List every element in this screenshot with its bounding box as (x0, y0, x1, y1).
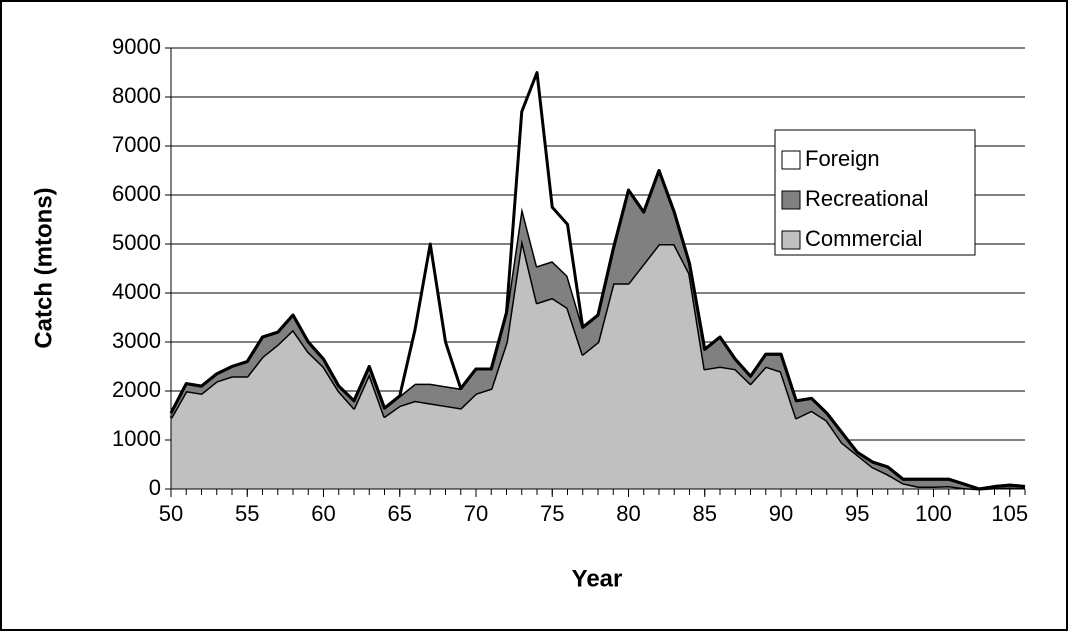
y-tick-label: 6000 (112, 181, 161, 206)
y-tick-label: 5000 (112, 230, 161, 255)
y-tick-label: 1000 (112, 426, 161, 451)
x-tick-label: 105 (991, 501, 1028, 526)
x-tick-label: 100 (915, 501, 952, 526)
x-tick-label: 55 (235, 501, 259, 526)
y-tick-label: 8000 (112, 83, 161, 108)
y-tick-label: 7000 (112, 132, 161, 157)
x-tick-label: 50 (159, 501, 183, 526)
legend-label: Commercial (805, 226, 922, 251)
y-tick-label: 3000 (112, 328, 161, 353)
x-tick-label: 80 (616, 501, 640, 526)
y-tick-label: 0 (149, 475, 161, 500)
x-tick-label: 60 (311, 501, 335, 526)
x-tick-label: 95 (845, 501, 869, 526)
x-tick-label: 90 (769, 501, 793, 526)
legend-swatch (781, 230, 801, 250)
legend: Foreign Recreational Commercial (774, 129, 976, 256)
legend-swatch (781, 150, 801, 170)
legend-swatch (781, 190, 801, 210)
legend-box (774, 129, 976, 256)
area-edge (169, 71, 1026, 491)
legend-label: Foreign (805, 146, 880, 171)
y-tick-label: 4000 (112, 279, 161, 304)
x-tick-label: 85 (693, 501, 717, 526)
y-axis-label: Catch (mtons) (30, 187, 57, 348)
x-tick-label: 65 (388, 501, 412, 526)
x-axis-label: Year (572, 565, 623, 592)
legend-label: Recreational (805, 186, 929, 211)
x-tick-label: 70 (464, 501, 488, 526)
area (171, 239, 1025, 489)
y-tick-label: 2000 (112, 377, 161, 402)
x-tick-label: 75 (540, 501, 564, 526)
y-tick-label: 9000 (112, 34, 161, 59)
